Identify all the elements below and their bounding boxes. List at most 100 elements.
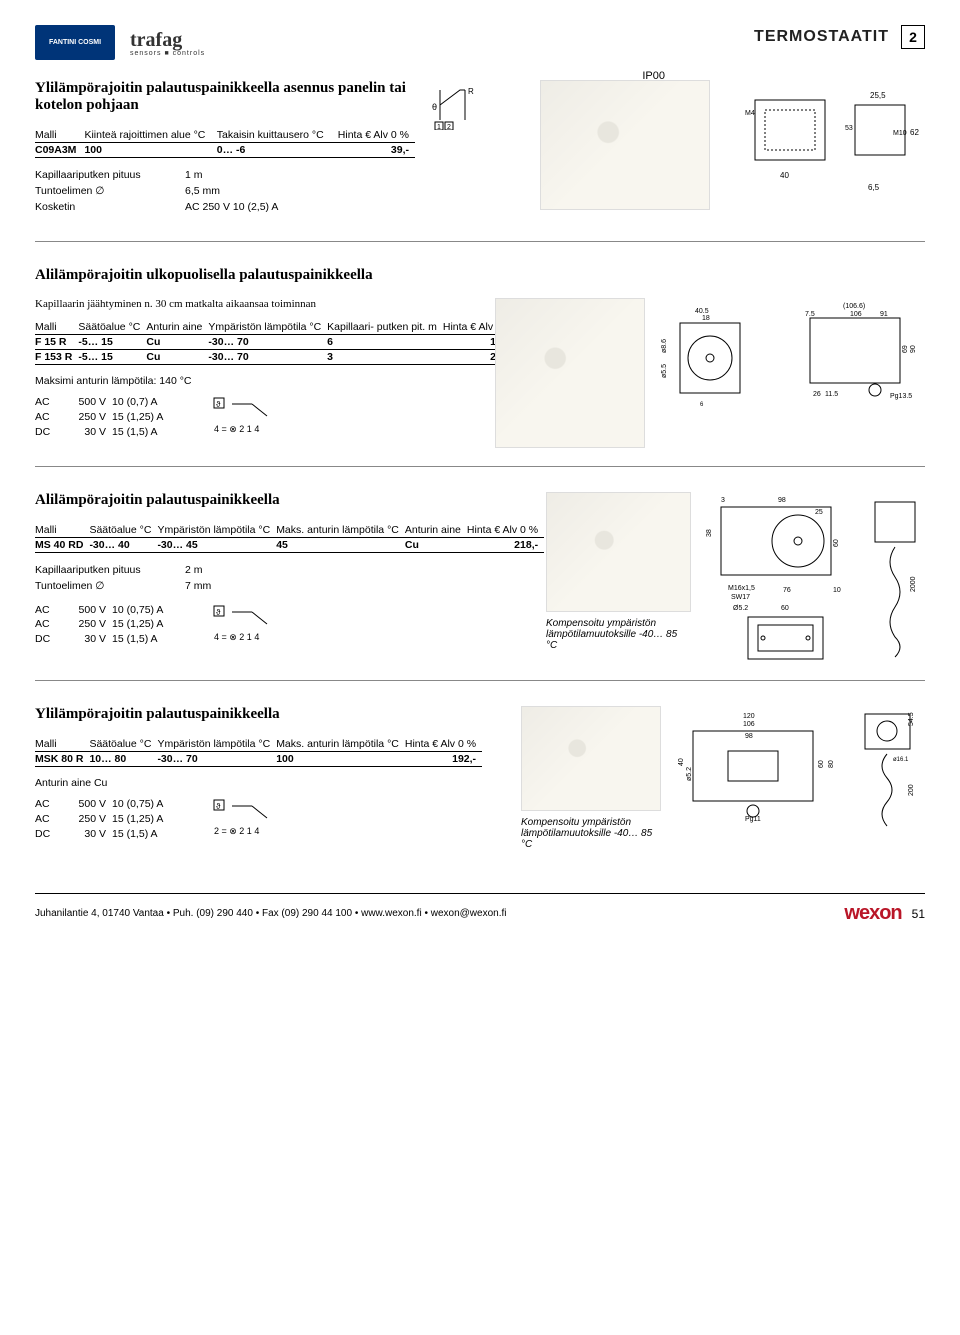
fantini-cosmi-logo xyxy=(35,25,115,60)
technical-drawing-4b: 54.5 200 ø16.1 xyxy=(855,706,925,836)
svg-text:ø5.2: ø5.2 xyxy=(686,767,693,781)
section-3-ratings: AC500 V10 (0,75) A AC250 V15 (1,25) A DC… xyxy=(35,603,192,647)
product-photo-3 xyxy=(546,492,691,612)
svg-text:60: 60 xyxy=(833,539,840,547)
svg-text:Ø5.2: Ø5.2 xyxy=(733,605,748,612)
technical-drawing-2a: 40.5 18 ø8.6 ø5.5 6 xyxy=(660,298,780,418)
svg-text:7.5: 7.5 xyxy=(805,311,815,318)
technical-drawing-1: 25,5 62 40 6,5 M10 53 M4 xyxy=(725,80,925,210)
svg-text:ϑ: ϑ xyxy=(216,400,221,409)
wexon-logo: wexon xyxy=(844,902,901,925)
brand-logos: trafag sensors ■ controls xyxy=(35,25,205,60)
svg-text:1: 1 xyxy=(437,124,441,130)
section-3-title: Alilämpörajoitin palautuspainikkeella xyxy=(35,492,415,509)
svg-text:M4: M4 xyxy=(745,110,755,117)
svg-text:ø8.6: ø8.6 xyxy=(661,339,668,353)
svg-text:40: 40 xyxy=(678,758,685,766)
technical-drawing-3a: 3 98 25 38 60 M16x1,5 SW17 76 10 Ø5.2 60 xyxy=(703,492,853,662)
svg-text:M16x1,5: M16x1,5 xyxy=(728,585,755,592)
table-row: MSK 80 R10… 80-30… 70100192,- xyxy=(35,752,482,767)
svg-text:62: 62 xyxy=(910,128,919,137)
svg-text:54.5: 54.5 xyxy=(908,713,915,727)
page-header: trafag sensors ■ controls TERMOSTAATIT 2 xyxy=(35,25,925,60)
section-4-title: Ylilämpörajoitin palautuspainikkeella xyxy=(35,706,415,723)
col-header: Malli xyxy=(35,128,84,143)
section-4: Ylilämpörajoitin palautuspainikkeella Ma… xyxy=(35,706,925,868)
section-4-table: Malli Säätöalue °C Ympäristön lämpötila … xyxy=(35,737,482,767)
svg-text:76: 76 xyxy=(783,587,791,594)
svg-text:60: 60 xyxy=(781,605,789,612)
svg-text:53: 53 xyxy=(845,125,853,132)
svg-text:200: 200 xyxy=(908,784,915,796)
svg-text:ϑ: ϑ xyxy=(216,802,221,811)
technical-drawing-4a: 120 106 98 40 ø5.2 60 80 Pg11 xyxy=(673,706,843,836)
svg-text:6: 6 xyxy=(700,402,704,408)
col-header: Hinta € Alv 0 % xyxy=(335,128,416,143)
section-3: Alilämpörajoitin palautuspainikkeella Ma… xyxy=(35,492,925,681)
section-2-ratings: AC500 V10 (0,7) A AC250 V15 (1,25) A DC3… xyxy=(35,395,192,439)
section-1-specs: Kapillaariputken pituus1 m Tuntoelimen ∅… xyxy=(35,168,415,215)
svg-text:6,5: 6,5 xyxy=(868,183,880,192)
svg-text:2000: 2000 xyxy=(910,577,917,593)
svg-text:80: 80 xyxy=(828,760,835,768)
svg-text:10: 10 xyxy=(833,587,841,594)
svg-text:40.5: 40.5 xyxy=(695,308,709,315)
product-photo-2 xyxy=(495,298,645,448)
technical-drawing-3b: 2000 xyxy=(865,492,925,662)
svg-text:2 = ⊗ 2 1 4: 2 = ⊗ 2 1 4 xyxy=(214,826,259,836)
page-footer: Juhanilantie 4, 01740 Vantaa • Puh. (09)… xyxy=(35,893,925,925)
svg-text:40: 40 xyxy=(780,171,789,180)
technical-drawing-2b: (106.6) 106 7.5 91 69 90 Pg13.5 26 11.5 xyxy=(795,298,925,418)
footer-address: Juhanilantie 4, 01740 Vantaa • Puh. (09)… xyxy=(35,908,506,919)
section-2-title: Alilämpörajoitin ulkopuolisella palautus… xyxy=(35,267,925,284)
svg-text:11.5: 11.5 xyxy=(825,391,838,398)
svg-text:R: R xyxy=(468,87,474,96)
svg-text:69: 69 xyxy=(902,345,909,353)
product-photo-4 xyxy=(521,706,661,811)
svg-text:120: 120 xyxy=(743,713,755,720)
svg-text:4 = ⊗ 2 1 4: 4 = ⊗ 2 1 4 xyxy=(214,424,259,434)
svg-text:ø5.5: ø5.5 xyxy=(661,364,668,378)
schematic-icon: ϑ 2 = ⊗ 2 1 4 xyxy=(212,798,292,841)
trafag-logo: trafag sensors ■ controls xyxy=(130,29,205,57)
section-3-specs: Kapillaariputken pituus2 m Tuntoelimen ∅… xyxy=(35,563,415,595)
svg-text:3: 3 xyxy=(721,497,725,504)
section-1-table: Malli Kiinteä rajoittimen alue °C Takais… xyxy=(35,128,415,158)
svg-text:60: 60 xyxy=(818,760,825,768)
svg-text:98: 98 xyxy=(778,497,786,504)
svg-text:25: 25 xyxy=(815,509,823,516)
schematic-icon: θ R 1 2 xyxy=(430,80,500,133)
svg-text:(106.6): (106.6) xyxy=(843,303,865,310)
svg-text:M10: M10 xyxy=(893,130,907,137)
section-1: Ylilämpörajoitin palautuspainikkeella as… xyxy=(35,80,925,242)
section-1-title: Ylilämpörajoitin palautuspainikkeella as… xyxy=(35,80,415,114)
col-header: Kiinteä rajoittimen alue °C xyxy=(84,128,216,143)
section-number-box: 2 xyxy=(901,25,925,49)
page-number: 51 xyxy=(912,907,925,921)
svg-text:ϑ: ϑ xyxy=(216,608,221,617)
svg-text:106: 106 xyxy=(743,721,755,728)
section-2-note: Kapillaarin jäähtyminen n. 30 cm matkalt… xyxy=(35,298,415,310)
compensation-note: Kompensoitu ympäristön lämpötilamuutoksi… xyxy=(521,817,661,850)
anturin-note: Anturin aine Cu xyxy=(35,777,415,789)
svg-text:4 = ⊗ 2 1 4: 4 = ⊗ 2 1 4 xyxy=(214,632,259,642)
svg-text:38: 38 xyxy=(706,529,713,537)
section-4-ratings: AC500 V10 (0,75) A AC250 V15 (1,25) A DC… xyxy=(35,797,192,841)
table-row: C09A3M 100 0… -6 39,- xyxy=(35,143,415,158)
svg-text:θ: θ xyxy=(432,102,437,112)
svg-text:26: 26 xyxy=(813,391,821,398)
section-2: Alilämpörajoitin ulkopuolisella palautus… xyxy=(35,267,925,467)
svg-text:18: 18 xyxy=(702,315,710,322)
svg-text:98: 98 xyxy=(745,733,753,740)
svg-text:91: 91 xyxy=(880,311,888,318)
svg-text:Pg13.5: Pg13.5 xyxy=(890,393,912,400)
svg-text:25,5: 25,5 xyxy=(870,91,886,100)
svg-text:ø16.1: ø16.1 xyxy=(893,757,909,763)
svg-text:2: 2 xyxy=(447,124,451,130)
max-temp-note: Maksimi anturin lämpötila: 140 °C xyxy=(35,375,415,387)
svg-text:SW17: SW17 xyxy=(731,594,750,601)
compensation-note: Kompensoitu ympäristön lämpötilamuutoksi… xyxy=(546,618,691,651)
schematic-icon: ϑ 4 = ⊗ 2 1 4 xyxy=(212,604,292,647)
svg-text:106: 106 xyxy=(850,311,862,318)
schematic-icon: ϑ 4 = ⊗ 2 1 4 xyxy=(212,396,292,439)
